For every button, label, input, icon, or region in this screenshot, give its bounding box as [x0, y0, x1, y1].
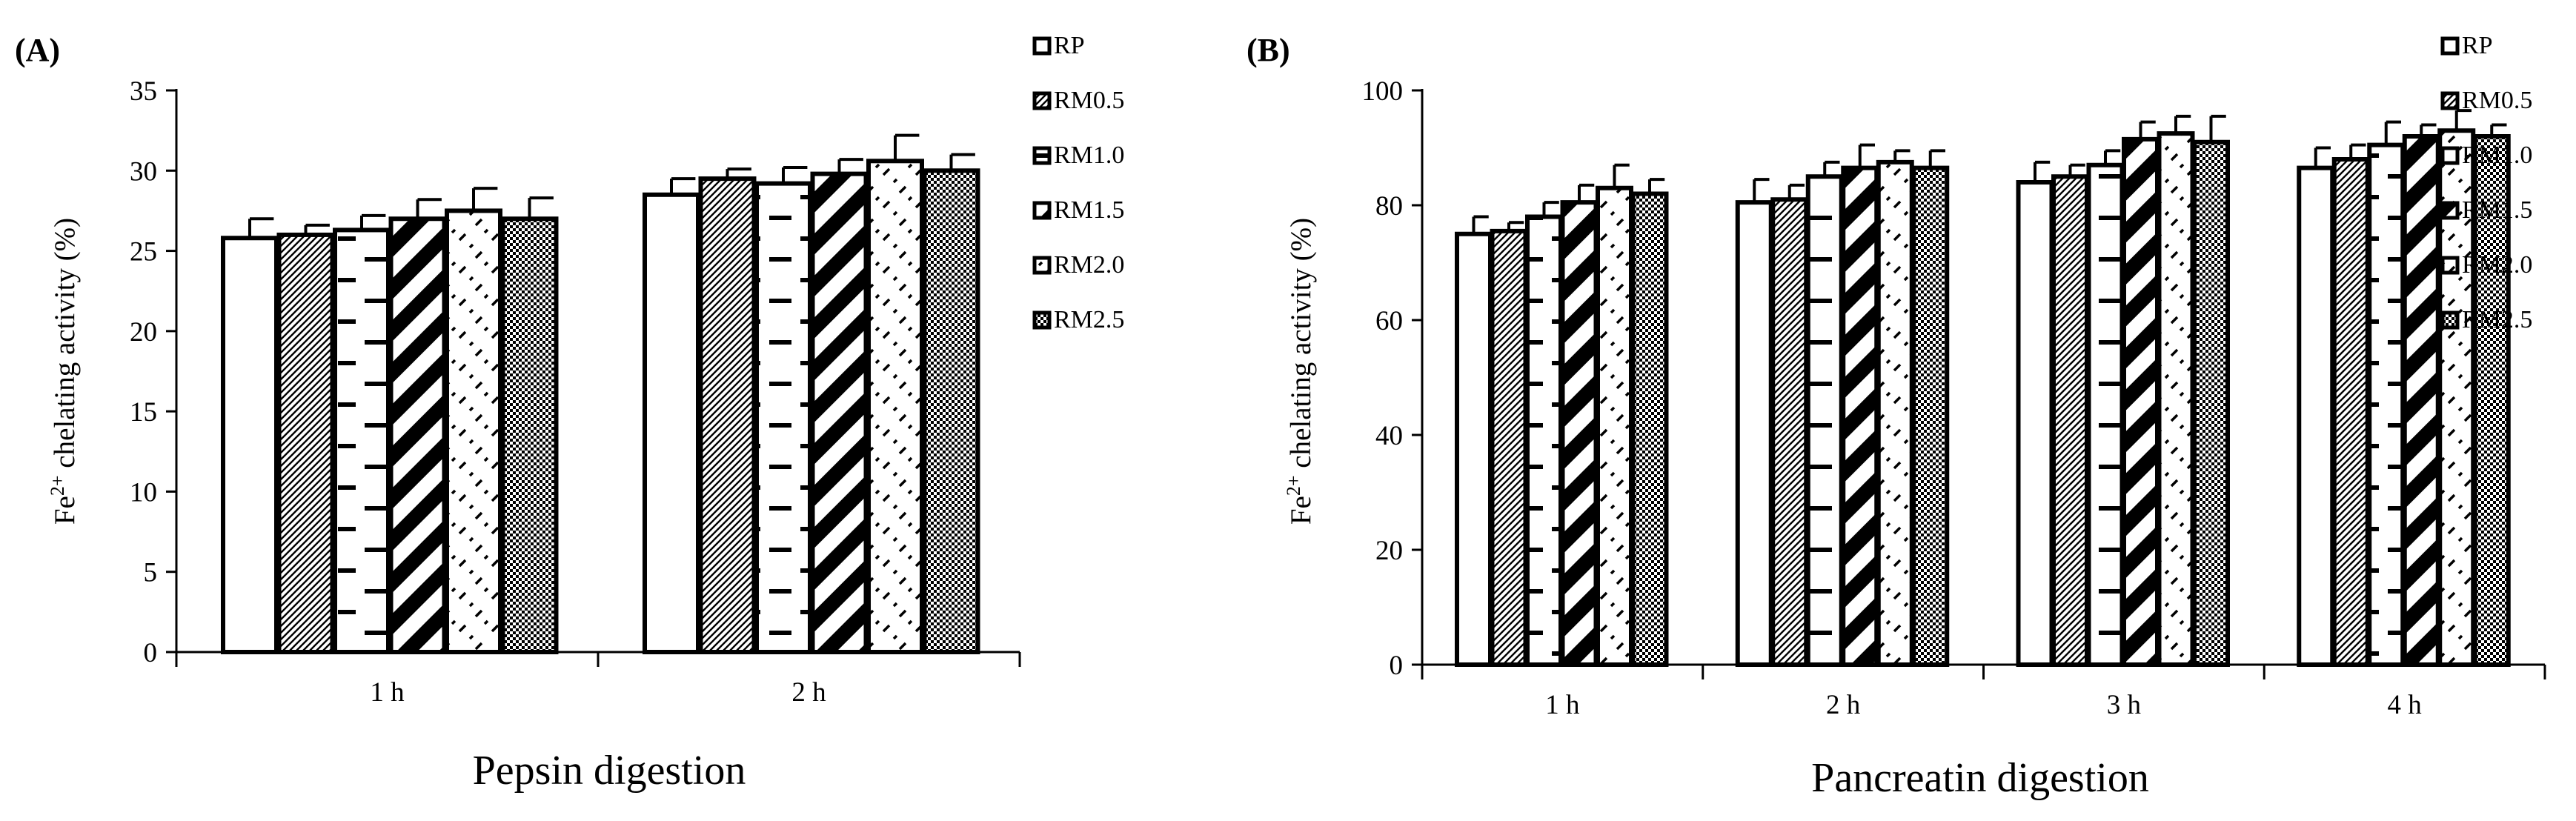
legend-swatch [2440, 91, 2460, 110]
x-tick-label: 2 h [791, 677, 826, 708]
legend-swatch [1032, 201, 1052, 220]
y-tick-label: 20 [1375, 536, 1403, 566]
x-tick-label: 4 h [2388, 690, 2423, 720]
bar-rm0-5 [2051, 174, 2089, 667]
x-tick-label: 1 h [370, 677, 405, 708]
legend-swatch [2440, 36, 2460, 56]
legend-swatch [2440, 201, 2460, 220]
bar-rm0-5 [1770, 197, 1809, 667]
bar-rm2-5 [500, 216, 559, 654]
bar-rm0-5 [276, 232, 335, 654]
bar-rm2-5 [2472, 134, 2511, 667]
x-tick-label: 2 h [1826, 690, 1861, 720]
bar-rm1-0 [754, 181, 812, 654]
legend-label: RM1.5 [1054, 196, 1124, 224]
legend-label: RP [2462, 32, 2493, 59]
bar-rm1-5 [388, 216, 447, 654]
y-axis-title-sup: 2+ [47, 475, 68, 496]
bar-rp [2016, 180, 2054, 667]
legend-swatch [2440, 146, 2460, 165]
bar-rm2-5 [2192, 139, 2230, 667]
legend-label: RM0.5 [1054, 87, 1124, 114]
bar-rm2-0 [866, 159, 924, 654]
y-axis-title-rest: chelating activity (%) [1285, 218, 1317, 476]
y-axis-title: Fe2+ chelating activity (%) [1283, 218, 1317, 525]
y-axis-title-main: Fe [49, 496, 81, 525]
bar-rp [2297, 165, 2335, 667]
legend-label: RM1.0 [2462, 142, 2532, 169]
bar-rm2-0 [1596, 185, 1633, 667]
bar-rp [1455, 231, 1493, 667]
y-axis-title: Fe2+ chelating activity (%) [47, 218, 81, 525]
bar-rp [643, 192, 700, 654]
legend-swatch [1032, 146, 1052, 165]
bar-rm2-5 [1630, 191, 1669, 667]
legend-label: RM2.5 [2462, 306, 2532, 333]
bar-rm2-5 [1911, 165, 1950, 667]
legend-swatch [2440, 310, 2460, 330]
panel-a: (A) 0 5 10 15 20 25 30 35 Fe2+ chelating activity… [15, 32, 1124, 794]
legend-label: RM2.0 [2462, 251, 2532, 279]
legend-swatch [2440, 256, 2460, 275]
legend-label: RM2.0 [1054, 251, 1124, 279]
panel-label: (A) [15, 32, 60, 68]
legend-label: RM1.5 [2462, 196, 2532, 224]
y-axis-title-main: Fe [1285, 496, 1317, 525]
bar-rm1-0 [2086, 162, 2125, 667]
bar-rp [1735, 200, 1773, 667]
panel-b: (B) 0 20 40 60 80 100 Fe2+ chelating activity (… [1246, 32, 2546, 801]
bar-rm1-0 [1525, 214, 1563, 667]
y-tick-label: 5 [144, 558, 158, 588]
legend-label: RM0.5 [2462, 87, 2532, 114]
bar-rm0-5 [698, 176, 757, 655]
legend-swatch [1032, 310, 1052, 330]
bar-rm0-5 [1490, 228, 1528, 667]
x-tick-label: 3 h [2107, 690, 2142, 720]
bar-rm2-0 [2157, 131, 2195, 667]
bar-rm1-5 [2122, 136, 2160, 667]
bar-rm0-5 [2331, 157, 2370, 667]
bar-rm2-5 [922, 168, 980, 655]
legend-swatch [1032, 36, 1052, 56]
legend-label: RP [1054, 32, 1085, 59]
panel-label: (B) [1246, 32, 1290, 68]
bar-rm1-0 [1805, 174, 1844, 667]
bar-rm1-5 [2402, 134, 2440, 667]
y-tick-label: 40 [1375, 421, 1403, 451]
legend-label: RM1.0 [1054, 142, 1124, 169]
y-axis-title-sup: 2+ [1283, 475, 1304, 496]
y-tick-label: 80 [1375, 191, 1403, 222]
x-axis-title: Pancreatin digestion [1811, 755, 2149, 801]
y-tick-label: 0 [1390, 651, 1404, 681]
bar-rm1-0 [2367, 142, 2406, 667]
y-tick-label: 100 [1362, 76, 1404, 107]
bar-rp [221, 236, 279, 654]
bar-rm1-5 [1560, 200, 1599, 667]
bar-rm1-5 [810, 171, 869, 655]
legend-swatch [1032, 91, 1052, 110]
y-tick-label: 35 [130, 76, 157, 107]
y-tick-label: 20 [130, 317, 157, 348]
bar-rm2-0 [1876, 159, 1914, 667]
y-axis-title-rest: chelating activity (%) [49, 218, 81, 476]
legend-swatch [1032, 256, 1052, 275]
legend-label: RM2.5 [1054, 306, 1124, 333]
x-tick-label: 1 h [1545, 690, 1580, 720]
x-axis-title: Pepsin digestion [473, 748, 746, 794]
y-tick-label: 30 [130, 156, 157, 187]
bar-rm1-0 [333, 227, 391, 655]
y-tick-label: 10 [130, 477, 157, 508]
bar-rm1-5 [1841, 165, 1879, 667]
y-tick-label: 60 [1375, 306, 1403, 336]
bar-rm2-0 [445, 208, 502, 654]
y-tick-label: 0 [144, 638, 158, 668]
y-tick-label: 15 [130, 397, 157, 428]
y-tick-label: 25 [130, 237, 157, 267]
